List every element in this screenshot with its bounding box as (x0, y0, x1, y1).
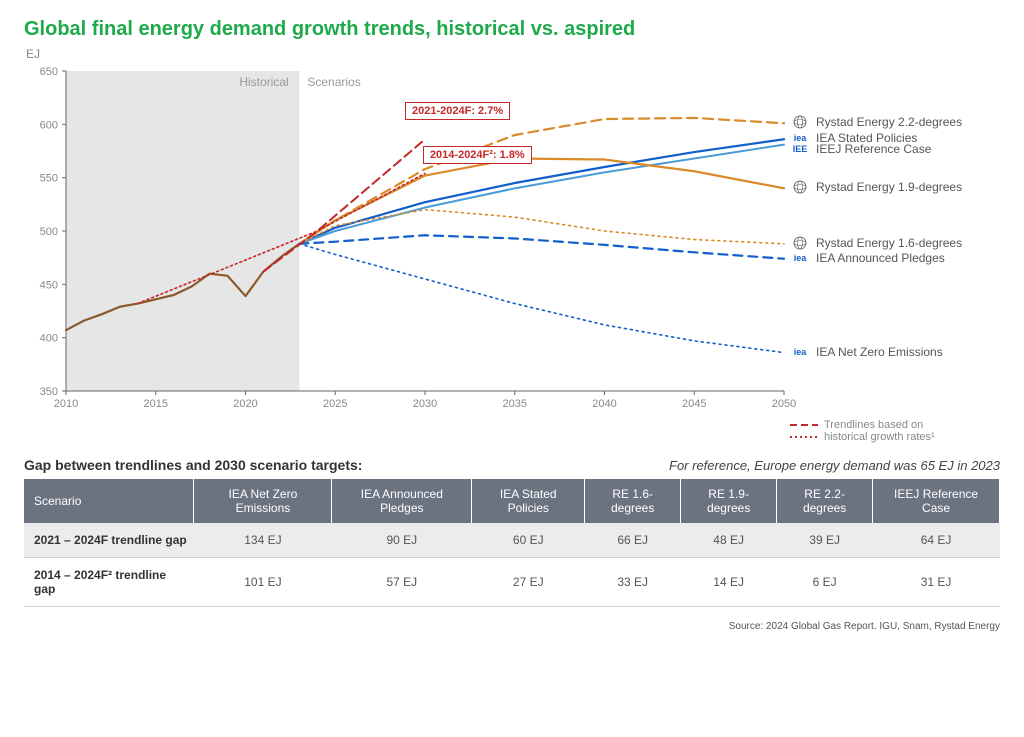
table-row: 2014 – 2024F² trendline gap101 EJ57 EJ27… (24, 558, 1000, 607)
historical-region-label: Historical (239, 75, 288, 89)
legend-column: Rystad Energy 2.2-degreesieaIEA Stated P… (790, 65, 1000, 415)
scenarios-region-label: Scenarios (307, 75, 360, 89)
trendline-legend-line2: historical growth rates¹ (824, 431, 935, 443)
legend-item: IEE IEEJ Reference Case (790, 142, 931, 156)
col-header: IEA Net Zero Emissions (194, 479, 332, 523)
svg-text:550: 550 (40, 173, 58, 185)
svg-text:2020: 2020 (233, 398, 257, 410)
svg-text:2035: 2035 (503, 398, 527, 410)
col-scenario: Scenario (24, 479, 194, 523)
legend-item: Rystad Energy 1.6-degrees (790, 236, 962, 250)
col-header: IEEJ Reference Case (873, 479, 1000, 523)
svg-text:2045: 2045 (682, 398, 706, 410)
iea-logo-icon: iea (790, 345, 810, 359)
trend-annotation: 2014-2024F²: 1.8% (423, 146, 532, 164)
cell-value: 57 EJ (332, 558, 472, 607)
row-label: 2014 – 2024F² trendline gap (24, 558, 194, 607)
gap-table: ScenarioIEA Net Zero EmissionsIEA Announ… (24, 479, 1000, 607)
cell-value: 48 EJ (681, 523, 777, 558)
series-rystad-energy-2-2-degrees (299, 118, 784, 244)
svg-text:650: 650 (40, 66, 58, 78)
legend-item: iea IEA Net Zero Emissions (790, 345, 943, 359)
legend-label: IEA Announced Pledges (816, 251, 945, 265)
col-header: IEA Stated Policies (472, 479, 585, 523)
col-header: IEA Announced Pledges (332, 479, 472, 523)
cell-value: 27 EJ (472, 558, 585, 607)
reference-note: For reference, Europe energy demand was … (669, 458, 1000, 473)
iea-logo-icon: iea (790, 251, 810, 265)
svg-text:450: 450 (40, 279, 58, 291)
series-iea-net-zero-emissions (299, 244, 784, 353)
source-line: Source: 2024 Global Gas Report. IGU, Sna… (24, 621, 1000, 632)
svg-text:2010: 2010 (54, 398, 78, 410)
cell-value: 60 EJ (472, 523, 585, 558)
svg-text:2015: 2015 (144, 398, 168, 410)
legend-label: Rystad Energy 2.2-degrees (816, 115, 962, 129)
cell-value: 101 EJ (194, 558, 332, 607)
cell-value: 64 EJ (873, 523, 1000, 558)
svg-text:350: 350 (40, 386, 58, 398)
svg-text:600: 600 (40, 119, 58, 131)
y-axis-unit: EJ (26, 47, 1000, 61)
cell-value: 6 EJ (777, 558, 873, 607)
trendline-legend-line1: Trendlines based on (824, 419, 923, 431)
cell-value: 39 EJ (777, 523, 873, 558)
cell-value: 31 EJ (873, 558, 1000, 607)
ieej-logo-icon: IEE (790, 142, 810, 156)
table-row: 2021 – 2024F trendline gap134 EJ90 EJ60 … (24, 523, 1000, 558)
cell-value: 14 EJ (681, 558, 777, 607)
legend-item: iea IEA Announced Pledges (790, 251, 945, 265)
legend-item: Rystad Energy 2.2-degrees (790, 115, 962, 129)
legend-item: Rystad Energy 1.9-degrees (790, 180, 962, 194)
cell-value: 90 EJ (332, 523, 472, 558)
cell-value: 33 EJ (585, 558, 681, 607)
col-header: RE 2.2-degrees (777, 479, 873, 523)
row-label: 2021 – 2024F trendline gap (24, 523, 194, 558)
legend-label: IEEJ Reference Case (816, 142, 931, 156)
gap-table-heading: Gap between trendlines and 2030 scenario… (24, 457, 362, 473)
cell-value: 134 EJ (194, 523, 332, 558)
svg-text:400: 400 (40, 333, 58, 345)
legend-label: Rystad Energy 1.9-degrees (816, 180, 962, 194)
chart-area: 350 400 450 500 550 600 650 2010 2015 2020 2025 203… (24, 65, 1000, 415)
rystad-logo-icon (790, 236, 810, 250)
col-header: RE 1.9-degrees (681, 479, 777, 523)
series-rystad-energy-1-6-degrees (299, 210, 784, 244)
svg-text:2040: 2040 (592, 398, 616, 410)
legend-label: IEA Net Zero Emissions (816, 345, 943, 359)
legend-label: Rystad Energy 1.6-degrees (816, 236, 962, 250)
rystad-logo-icon (790, 180, 810, 194)
svg-text:500: 500 (40, 226, 58, 238)
trendline-legend: Trendlines based on historical growth ra… (790, 419, 1000, 443)
rystad-logo-icon (790, 115, 810, 129)
svg-text:2025: 2025 (323, 398, 347, 410)
svg-text:2030: 2030 (413, 398, 437, 410)
trend-annotation: 2021-2024F: 2.7% (405, 102, 510, 120)
chart-title: Global final energy demand growth trends… (24, 18, 1000, 41)
cell-value: 66 EJ (585, 523, 681, 558)
col-header: RE 1.6-degrees (585, 479, 681, 523)
series-iea-announced-pledges (299, 235, 784, 258)
